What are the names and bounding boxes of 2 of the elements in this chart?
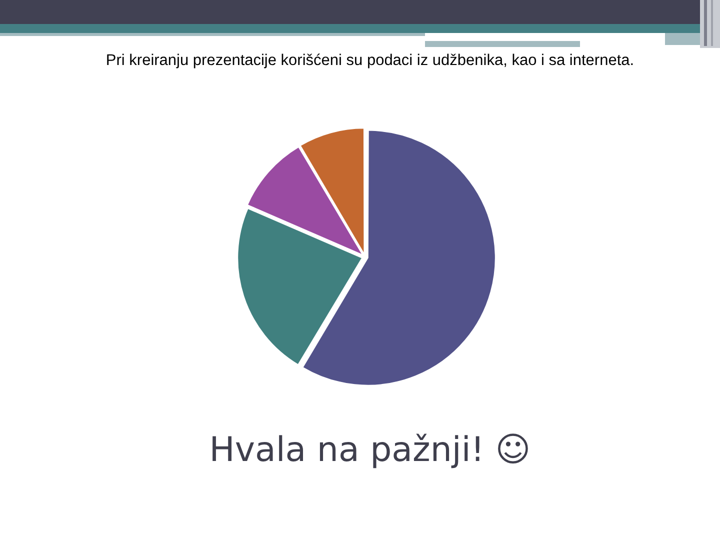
text: Hvala na pažnji! ☺: [208, 430, 532, 470]
chart-title: Pri kreiranju prezentacije korišćeni su podaci iz udžbenika, kao i sa interneta.: [104, 52, 636, 70]
